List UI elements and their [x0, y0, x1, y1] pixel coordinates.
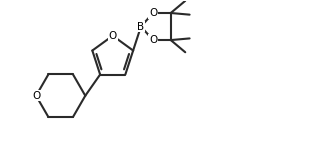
- Text: O: O: [149, 35, 157, 45]
- Text: O: O: [32, 91, 40, 101]
- Text: B: B: [137, 22, 145, 32]
- Text: O: O: [109, 31, 117, 41]
- Text: O: O: [149, 8, 157, 18]
